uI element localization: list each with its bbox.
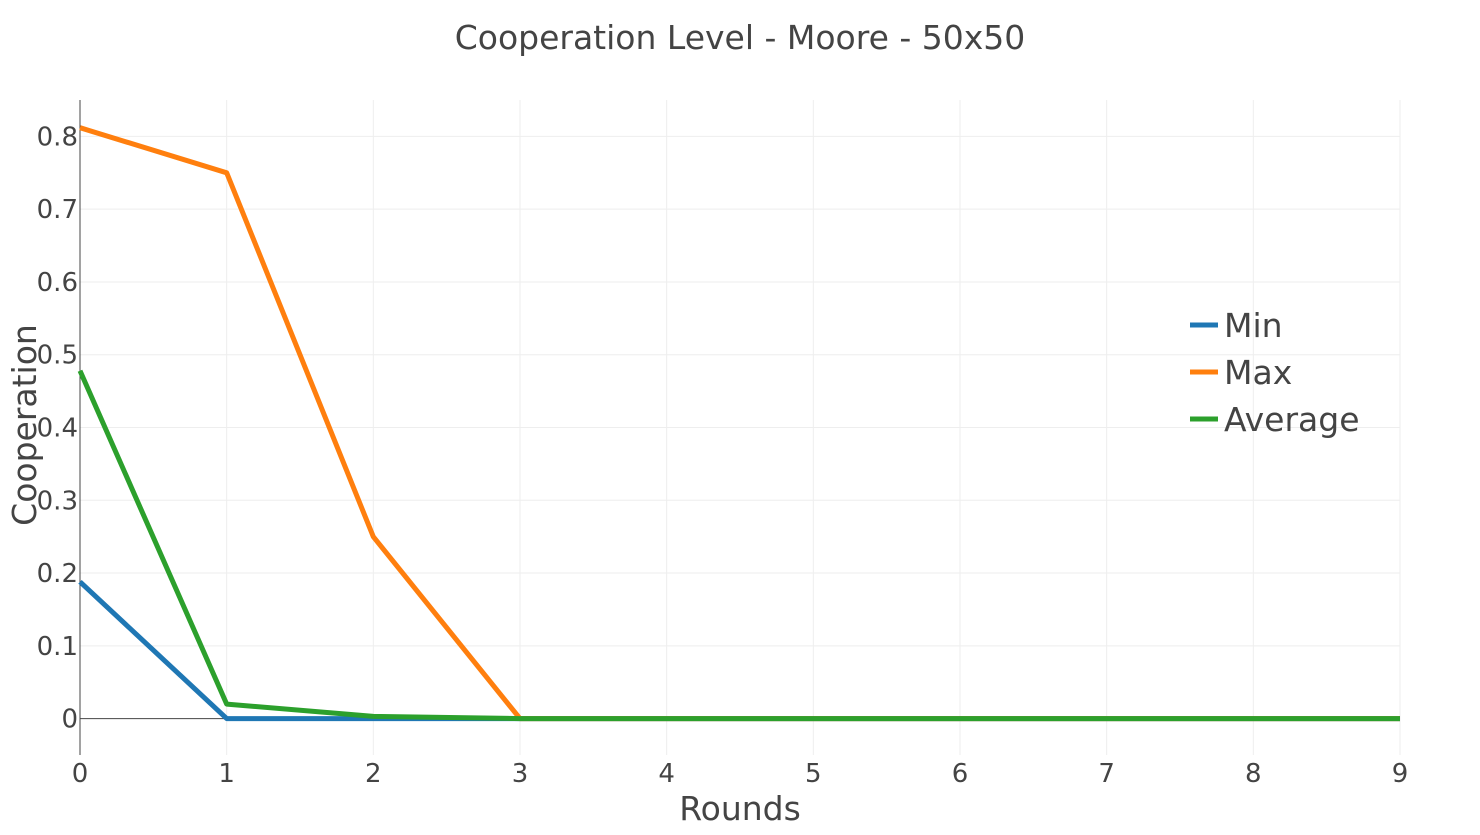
legend-label: Average xyxy=(1224,400,1360,439)
grid xyxy=(80,100,1401,755)
series-line-max xyxy=(79,125,1400,722)
series-line-average xyxy=(77,369,1400,722)
x-tick-label: 1 xyxy=(218,759,235,789)
y-tick-label: 0.3 xyxy=(37,486,78,516)
x-tick-label: 8 xyxy=(1245,759,1262,789)
legend[interactable]: Min Max Average xyxy=(1190,306,1360,439)
y-tick-label: 0 xyxy=(61,705,78,735)
y-tick-label: 0.5 xyxy=(37,341,78,371)
y-tick-label: 0.7 xyxy=(37,195,78,225)
x-tick-label: 4 xyxy=(658,759,675,789)
x-tick-label: 7 xyxy=(1098,759,1115,789)
legend-label: Max xyxy=(1224,353,1292,392)
y-tick-label: 0.8 xyxy=(37,122,78,152)
x-tick-label: 5 xyxy=(805,759,822,789)
series-line-min xyxy=(78,579,1400,722)
series-lines xyxy=(77,125,1400,722)
y-tick-label: 0.1 xyxy=(37,632,78,662)
y-tick-label: 0.2 xyxy=(37,559,78,589)
chart-title: Cooperation Level - Moore - 50x50 xyxy=(455,18,1026,57)
axes: 0 1 2 3 4 5 6 7 8 9 0 0.1 0.2 0.3 0.4 0.5 0.6 0.7 0.8 xyxy=(37,100,1409,789)
x-tick-label: 2 xyxy=(365,759,382,789)
y-tick-label: 0.4 xyxy=(37,414,78,444)
x-axis-title: Rounds xyxy=(679,789,801,828)
y-axis-title: Cooperation xyxy=(5,324,44,526)
y-tick-label: 0.6 xyxy=(37,268,78,298)
x-tick-label: 3 xyxy=(512,759,529,789)
x-tick-label: 0 xyxy=(72,759,89,789)
legend-item-min[interactable]: Min xyxy=(1190,306,1283,345)
legend-item-max[interactable]: Max xyxy=(1190,353,1292,392)
legend-label: Min xyxy=(1224,306,1283,345)
x-tick-label: 9 xyxy=(1392,759,1409,789)
legend-item-average[interactable]: Average xyxy=(1190,400,1360,439)
x-tick-label: 6 xyxy=(952,759,969,789)
